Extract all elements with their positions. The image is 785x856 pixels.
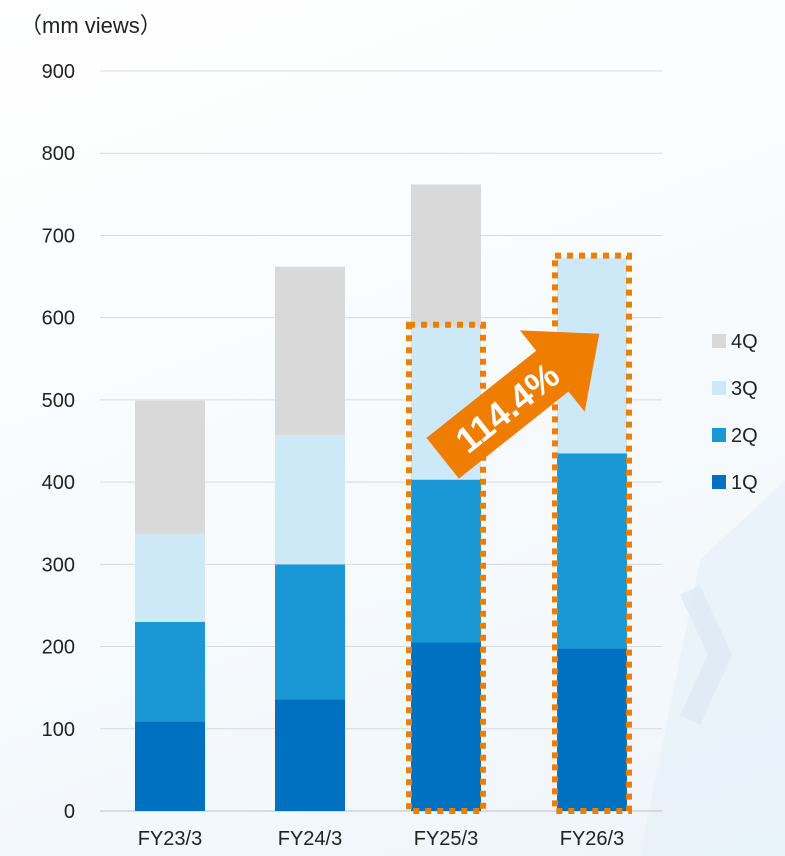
y-tick-label: 700	[42, 225, 75, 247]
legend-label: 4Q	[731, 331, 758, 353]
y-tick-label: 100	[42, 719, 75, 741]
x-tick-label: FY24/3	[278, 828, 342, 850]
legend-swatch	[712, 334, 726, 348]
legend-swatch	[712, 381, 726, 395]
x-axis-ticks: FY23/3 FY24/3 FY25/3 FY26/3	[138, 828, 624, 850]
x-tick-label: FY23/3	[138, 828, 202, 850]
legend: 4Q 3Q 2Q 1Q	[712, 331, 758, 494]
bar-segment-2q	[135, 622, 205, 721]
legend-label: 1Q	[731, 472, 758, 494]
bar-segment-3q	[275, 435, 345, 564]
legend-swatch	[712, 475, 726, 489]
y-tick-label: 200	[42, 637, 75, 659]
background-decoration	[640, 480, 785, 856]
y-tick-label: 500	[42, 390, 75, 412]
bar-segment-4q	[135, 401, 205, 534]
bar-segment-3q	[135, 534, 205, 622]
bar-segment-1q	[411, 642, 481, 811]
y-tick-label: 900	[42, 61, 75, 83]
bar-segment-2q	[275, 564, 345, 699]
y-axis-ticks: 0 100 200 300 400 500 600 700 800 900	[42, 61, 75, 823]
y-tick-label: 600	[42, 308, 75, 330]
bar-segment-1q	[275, 699, 345, 811]
bar-segment-4q	[411, 184, 481, 326]
y-tick-label: 300	[42, 554, 75, 576]
bar-segment-1q	[135, 721, 205, 811]
x-tick-label: FY26/3	[560, 828, 624, 850]
legend-swatch	[712, 428, 726, 442]
bar-segment-2q	[557, 453, 627, 648]
bar-segment-4q	[275, 267, 345, 436]
bar-segment-2q	[411, 480, 481, 643]
bar-segment-1q	[557, 648, 627, 811]
legend-label: 2Q	[731, 425, 758, 447]
y-tick-label: 400	[42, 472, 75, 494]
y-tick-label: 800	[42, 143, 75, 165]
x-tick-label: FY25/3	[414, 828, 478, 850]
y-tick-label: 0	[64, 801, 75, 823]
legend-label: 3Q	[731, 378, 758, 400]
